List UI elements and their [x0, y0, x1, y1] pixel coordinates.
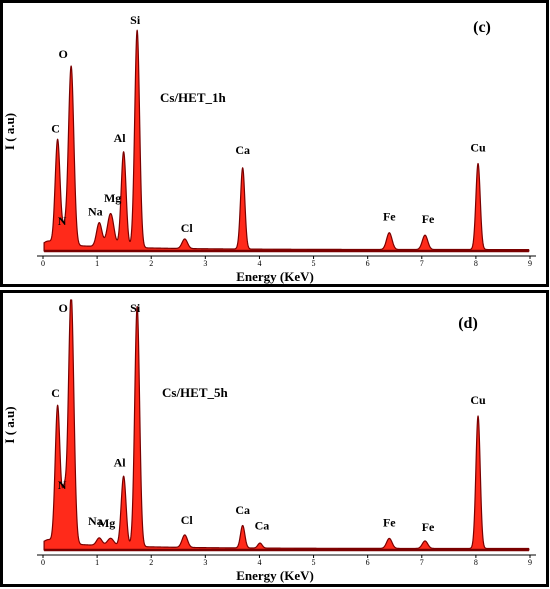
peak-label-fe: Fe	[383, 210, 396, 224]
sample-label: Cs/HET_5h	[162, 385, 229, 400]
x-axis-title: Energy (KeV)	[236, 269, 314, 284]
peak-label-cu: Cu	[470, 140, 486, 154]
peak-label-cu: Cu	[470, 393, 486, 407]
peak-label-o: O	[58, 47, 67, 61]
x-tick-label: 1	[95, 558, 99, 567]
x-tick-label: 8	[474, 259, 478, 268]
peak-label-ca: Ca	[255, 518, 270, 532]
x-tick-label: 6	[366, 259, 370, 268]
x-tick-label: 0	[41, 558, 45, 567]
x-tick-label: 5	[312, 259, 316, 268]
x-tick-label: 4	[257, 259, 261, 268]
x-tick-label: 2	[149, 558, 153, 567]
peak-label-mg: Mg	[98, 516, 115, 530]
x-tick-label: 0	[41, 259, 45, 268]
x-tick-label: 5	[312, 558, 316, 567]
peak-label-c: C	[51, 386, 60, 400]
peak-label-mg: Mg	[104, 191, 121, 205]
panel-frame	[0, 0, 549, 287]
x-tick-label: 4	[257, 558, 261, 567]
peak-label-ca: Ca	[235, 143, 250, 157]
x-tick-label: 1	[95, 259, 99, 268]
y-axis-title: I ( a.u)	[2, 406, 17, 443]
x-tick-label: 7	[420, 259, 424, 268]
spectrum-area	[43, 299, 530, 551]
x-axis-title: Energy (KeV)	[236, 568, 314, 583]
x-tick-label: 8	[474, 558, 478, 567]
x-tick-label: 7	[420, 558, 424, 567]
x-tick-label: 6	[366, 558, 370, 567]
peak-label-na: Na	[88, 205, 103, 219]
peak-label-fe: Fe	[422, 212, 435, 226]
x-tick-label: 2	[149, 259, 153, 268]
peak-label-si: Si	[130, 301, 141, 315]
peak-label-n: N	[58, 214, 67, 228]
panel-frame	[0, 290, 549, 587]
peak-label-cl: Cl	[181, 513, 194, 527]
peak-label-si: Si	[130, 13, 141, 27]
peak-label-c: C	[51, 121, 60, 135]
peak-label-fe: Fe	[383, 515, 396, 529]
peak-label-cl: Cl	[181, 221, 194, 235]
peak-label-na: Na	[88, 514, 103, 528]
peak-label-fe: Fe	[422, 520, 435, 534]
panel-label: (d)	[458, 315, 478, 332]
x-tick-label: 9	[528, 558, 532, 567]
peak-label-ca: Ca	[235, 503, 250, 517]
sample-label: Cs/HET_1h	[160, 90, 227, 105]
peak-label-n: N	[58, 478, 67, 492]
x-tick-label: 3	[203, 558, 207, 567]
y-axis-title: I ( a.u)	[2, 113, 17, 150]
x-tick-label: 3	[203, 259, 207, 268]
panel-label: (c)	[473, 19, 491, 36]
peak-label-al: Al	[114, 131, 127, 145]
peak-label-al: Al	[114, 455, 127, 469]
spectrum-area	[43, 29, 530, 252]
x-tick-label: 9	[528, 259, 532, 268]
peak-label-o: O	[58, 301, 67, 315]
